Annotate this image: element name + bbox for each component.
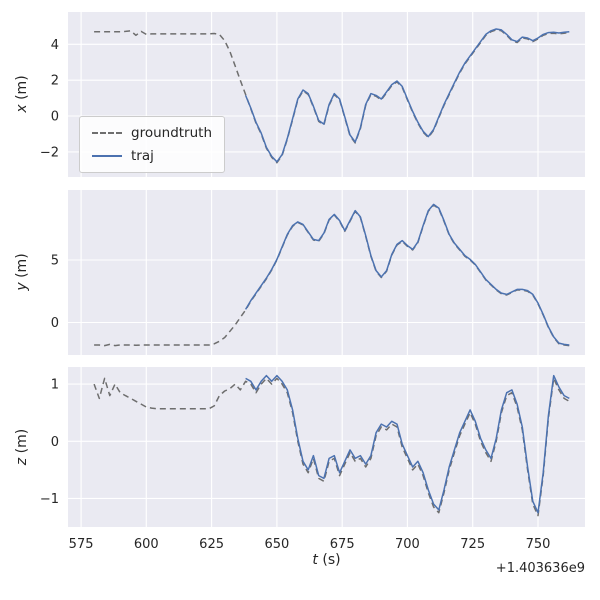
y-axis-label-z: z (m) bbox=[14, 429, 30, 465]
y-axis-label-x: x (m) bbox=[14, 75, 30, 112]
y-tick-label: 5 bbox=[51, 254, 59, 269]
legend: groundtruth traj bbox=[79, 116, 226, 173]
y-axis-label-z-unit: (m) bbox=[14, 428, 30, 458]
panel-y: 05 bbox=[51, 190, 585, 355]
y-axis-label-z-var: z bbox=[14, 457, 30, 466]
panel-z: −1 0 1 bbox=[40, 367, 585, 527]
series-line-traj bbox=[245, 374, 570, 514]
axes-background bbox=[68, 190, 585, 355]
y-tick-label: 4 bbox=[51, 38, 59, 53]
y-axis-label-y: y (m) bbox=[14, 253, 30, 290]
x-axis-label: t (s) bbox=[68, 552, 585, 568]
y-tick-label: 2 bbox=[51, 74, 59, 89]
series-line-groundtruth bbox=[93, 377, 570, 517]
x-tick-label: 725 bbox=[460, 537, 485, 552]
groundtruth-line-sample bbox=[92, 132, 122, 134]
series-line-traj bbox=[244, 203, 570, 346]
x-tick-label: 675 bbox=[330, 537, 355, 552]
axes-background bbox=[68, 367, 585, 527]
x-tick-label: 600 bbox=[134, 537, 159, 552]
x-axis-offset-text: +1.403636e9 bbox=[495, 561, 585, 576]
legend-entry-groundtruth: groundtruth bbox=[92, 125, 212, 141]
x-tick-label: 575 bbox=[69, 537, 94, 552]
y-tick-label: 0 bbox=[51, 110, 59, 125]
traj-line-sample bbox=[92, 155, 122, 157]
x-tick-label: 650 bbox=[264, 537, 289, 552]
legend-label-traj: traj bbox=[131, 148, 154, 164]
x-axis-label-var: t bbox=[312, 552, 318, 568]
y-tick-label: 0 bbox=[51, 435, 59, 450]
y-axis-label-y-unit: (m) bbox=[14, 253, 30, 283]
y-tick-label: −2 bbox=[40, 145, 59, 160]
y-axis-label-x-unit: (m) bbox=[14, 75, 30, 105]
y-axis-label-x-var: x bbox=[14, 104, 30, 113]
legend-label-groundtruth: groundtruth bbox=[131, 125, 213, 141]
x-axis-label-unit: (s) bbox=[317, 552, 341, 568]
y-tick-label: 0 bbox=[51, 316, 59, 331]
legend-entry-traj: traj bbox=[92, 148, 212, 164]
y-axis-label-y-var: y bbox=[14, 282, 30, 291]
y-tick-label: 1 bbox=[51, 378, 59, 393]
x-tick-label: 700 bbox=[395, 537, 420, 552]
series-line-traj bbox=[244, 28, 570, 163]
x-tick-label: 750 bbox=[526, 537, 551, 552]
x-tick-label: 625 bbox=[199, 537, 224, 552]
y-tick-label: −1 bbox=[40, 492, 59, 507]
